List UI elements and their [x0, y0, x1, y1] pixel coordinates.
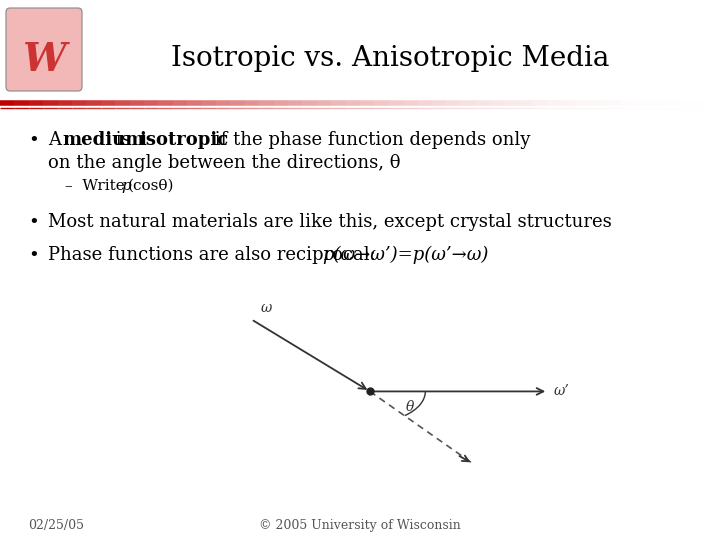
Text: isotropic: isotropic	[139, 131, 228, 149]
Text: is: is	[109, 131, 136, 149]
Text: –  Write: – Write	[65, 179, 130, 193]
Text: © 2005 University of Wisconsin: © 2005 University of Wisconsin	[259, 519, 461, 532]
FancyBboxPatch shape	[6, 8, 82, 91]
Text: p(ω→ω’)=p(ω’→ω): p(ω→ω’)=p(ω’→ω)	[322, 246, 489, 264]
Text: ω’: ω’	[554, 384, 570, 399]
Text: ω: ω	[261, 301, 272, 315]
Text: Most natural materials are like this, except crystal structures: Most natural materials are like this, ex…	[48, 213, 612, 231]
Text: (cosθ): (cosθ)	[127, 179, 174, 193]
Text: •: •	[28, 213, 39, 231]
Text: p: p	[122, 179, 131, 193]
Text: W: W	[22, 41, 66, 79]
Text: A: A	[48, 131, 67, 149]
Text: •: •	[28, 246, 39, 264]
Text: if the phase function depends only: if the phase function depends only	[210, 131, 531, 149]
Text: •: •	[28, 131, 39, 149]
Text: θ: θ	[405, 400, 414, 414]
Text: medium: medium	[63, 131, 145, 149]
Text: Isotropic vs. Anisotropic Media: Isotropic vs. Anisotropic Media	[171, 44, 609, 71]
Text: 02/25/05: 02/25/05	[28, 519, 84, 532]
Text: on the angle between the directions, θ: on the angle between the directions, θ	[48, 154, 400, 172]
Text: Phase functions are also reciprocal:: Phase functions are also reciprocal:	[48, 246, 382, 264]
